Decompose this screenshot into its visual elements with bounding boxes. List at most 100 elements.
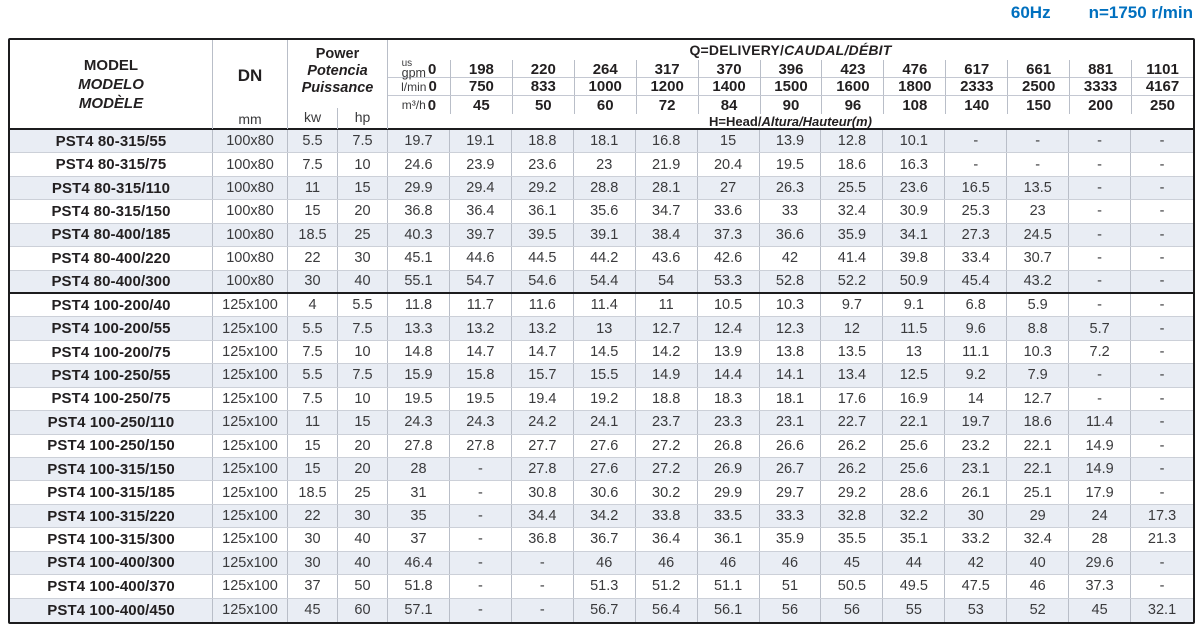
head-value-cell: 32.2: [883, 504, 946, 528]
head-value-cell: 26.2: [821, 458, 884, 481]
head-value-cell: -: [1069, 153, 1132, 176]
flow-unit-cell-us-gpm: us gpm 0: [388, 59, 450, 80]
head-value-cell: 12.7: [636, 317, 698, 340]
head-value-cell: 46: [698, 551, 760, 575]
dn-cell: 125x100: [213, 504, 288, 528]
head-value-cell: -: [1069, 200, 1132, 223]
head-value-cell: 13.5: [1007, 176, 1070, 200]
head-value-cell: 14.9: [1069, 458, 1132, 481]
head-value-cell: 27.7: [512, 434, 574, 457]
head-value-cell: 36.4: [636, 528, 698, 551]
kw-unit-label: kw: [303, 109, 322, 126]
model-cell: PST4 100-400/370: [10, 575, 213, 598]
head-value-cell: 26.7: [760, 458, 822, 481]
flow-value: 1400: [697, 78, 760, 95]
head-value-cell: 14.5: [574, 340, 636, 364]
head-value-cell: 28.1: [636, 176, 698, 200]
flow-value: 45: [449, 96, 512, 114]
head-value-cell: 34.2: [574, 504, 636, 528]
flow-value: 1000: [573, 78, 636, 95]
head-value-cell: 57.1: [388, 598, 450, 622]
flow-value: 96: [821, 96, 883, 114]
head-value-cell: 10.3: [760, 294, 822, 317]
head-value-cell: 11.1: [945, 340, 1008, 364]
head-value-cell: 45.4: [945, 270, 1008, 292]
dn-label: DN: [237, 65, 263, 85]
head-value-cell: 30.6: [574, 481, 636, 504]
head-value-cell: 23.6: [512, 153, 574, 176]
kw-cell: 11: [288, 176, 338, 200]
hp-cell: 25: [338, 481, 388, 504]
head-value-cell: 28: [388, 458, 450, 481]
head-value-cell: 29: [1007, 504, 1070, 528]
model-column-header: MODEL MODELO MODÈLE: [10, 40, 213, 129]
head-value-cell: 17.3: [1147, 508, 1177, 525]
flow-value: 150: [1007, 96, 1069, 114]
head-value-cell: 36.4: [450, 200, 512, 223]
flow-value: 0: [427, 96, 437, 114]
head-value-cell: 53: [945, 598, 1008, 622]
model-cell: PST4 100-400/300: [10, 551, 213, 575]
hp-cell: 50: [338, 575, 388, 598]
head-value-cell: -: [512, 551, 574, 575]
head-value-cell: 54.7: [450, 270, 512, 292]
flow-value: 140: [945, 96, 1007, 114]
kw-cell: 45: [288, 598, 338, 622]
head-value-cell: 15.9: [388, 364, 450, 387]
dn-cell: 100x80: [213, 247, 288, 270]
hp-cell: 25: [338, 223, 388, 247]
head-value-cell: 37.3: [698, 223, 760, 247]
head-value-cell: -: [512, 598, 574, 622]
table-row: PST4 80-315/55 100x80 5.5 7.5 19.7 19.1 18.8 18…: [10, 130, 1193, 154]
head-value-cell: 19.7: [945, 411, 1008, 434]
head-value-cell: 11.4: [574, 294, 636, 317]
head-value-cell: 54.4: [574, 270, 636, 292]
head-value-cell: -: [1159, 484, 1165, 501]
head-value-cell: 23.9: [450, 153, 512, 176]
model-cell: PST4 100-250/110: [10, 411, 213, 434]
head-value-cell: -: [945, 130, 1008, 153]
head-value-cell: 33.2: [945, 528, 1008, 551]
dn-cell: 100x80: [213, 130, 288, 153]
head-value-cell: 44.5: [512, 247, 574, 270]
head-value-cell: 8.8: [1007, 317, 1070, 340]
flow-value: 396: [759, 60, 822, 78]
head-value-cell: 23.7: [636, 411, 698, 434]
head-value-cell: 13.2: [512, 317, 574, 340]
head-value-cell: -: [1159, 133, 1165, 150]
head-value-cell: 51.2: [636, 575, 698, 598]
head-value-cell: -: [1159, 367, 1165, 384]
head-value-cell: 18.1: [760, 387, 822, 411]
head-value-cell: 17.6: [821, 387, 884, 411]
head-value-cell: 27.2: [636, 458, 698, 481]
kw-cell: 30: [288, 551, 338, 575]
head-value-cell: 30.7: [1007, 247, 1070, 270]
flow-value: 2333: [945, 78, 1007, 95]
head-value-cell: 14.1: [760, 364, 822, 387]
head-value-cell: 51: [760, 575, 822, 598]
flow-value: 881: [1069, 60, 1131, 78]
hp-cell: 40: [338, 270, 388, 292]
head-value-cell: -: [1159, 578, 1165, 595]
head-value-cell: 27.8: [388, 434, 450, 457]
head-value-cell: 10.5: [698, 294, 760, 317]
head-value-cell: 51.8: [388, 575, 450, 598]
flow-value: 90: [759, 96, 822, 114]
head-value-cell: -: [1069, 387, 1132, 411]
dn-cell: 125x100: [213, 458, 288, 481]
flow-value: 250: [1131, 96, 1193, 114]
head-value-cell: 33: [760, 200, 822, 223]
flow-value: 50: [511, 96, 574, 114]
dn-cell: 100x80: [213, 153, 288, 176]
hp-cell: 40: [338, 551, 388, 575]
head-value-cell: 40: [1007, 551, 1070, 575]
hp-cell: 15: [338, 411, 388, 434]
head-value-cell: 14.9: [1069, 434, 1132, 457]
dn-cell: 125x100: [213, 364, 288, 387]
hp-cell: 30: [338, 504, 388, 528]
head-value-cell: 18.8: [512, 130, 574, 153]
head-value-cell: 11: [636, 294, 698, 317]
table-row: PST4 100-315/150 125x100 15 20 28-27.8 27.6 27…: [10, 458, 1193, 482]
model-cell: PST4 100-250/55: [10, 364, 213, 387]
head-value-cell: 24.1: [574, 411, 636, 434]
